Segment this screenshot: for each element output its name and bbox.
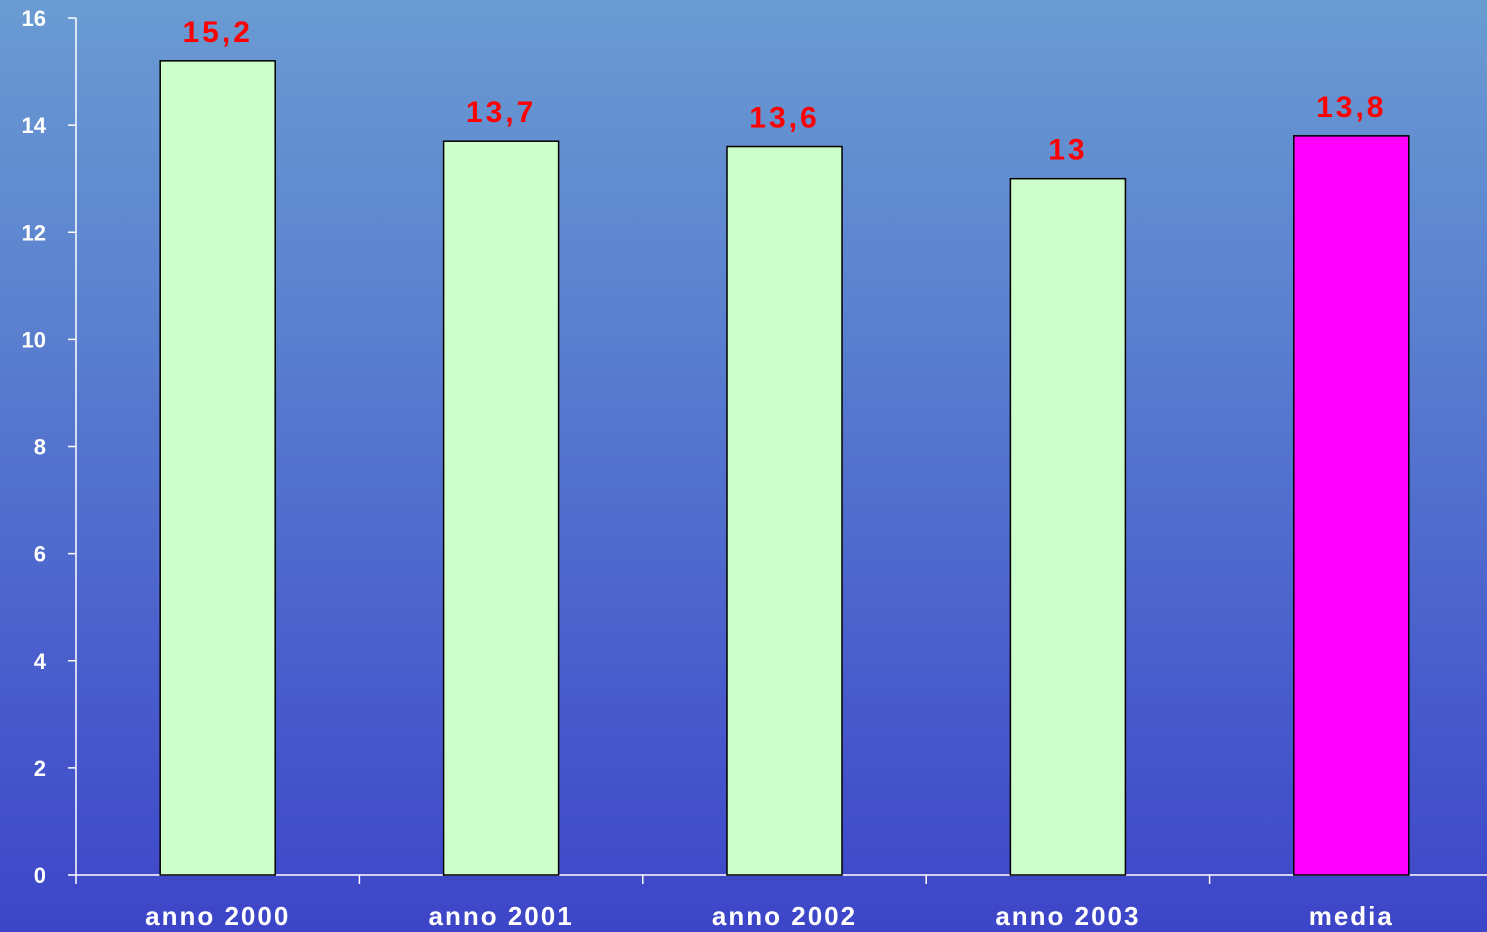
y-tick-label: 0 — [34, 863, 46, 888]
y-tick-label: 10 — [22, 327, 46, 352]
bar-anno-2000 — [159, 60, 276, 876]
y-tick-label: 16 — [22, 6, 46, 31]
bar-anno-2002 — [726, 145, 843, 876]
x-category-label: anno 2000 — [145, 901, 290, 931]
bar-anno-2003 — [1009, 177, 1127, 876]
data-label: 13 — [1048, 134, 1087, 167]
x-category-label: anno 2002 — [712, 901, 857, 931]
x-category-label: anno 2003 — [995, 901, 1140, 931]
y-tick-label: 6 — [34, 542, 46, 567]
y-tick-label: 8 — [34, 435, 46, 460]
data-label: 15,2 — [183, 16, 253, 49]
bars — [159, 60, 1410, 876]
bar-media — [1293, 135, 1410, 876]
y-tick-label: 2 — [34, 756, 46, 781]
x-category-label: anno 2001 — [429, 901, 574, 931]
x-category-label: media — [1309, 901, 1394, 931]
bar-anno-2001 — [442, 140, 560, 876]
data-labels: 15,2 13,7 13,6 13 13,8 — [183, 16, 1386, 167]
y-axis: 0 2 4 6 8 10 12 14 16 — [22, 6, 77, 888]
y-tick-label: 14 — [22, 113, 47, 138]
data-label: 13,7 — [466, 96, 536, 129]
x-axis: anno 2000 anno 2001 anno 2002 anno 2003 medi… — [75, 874, 1487, 931]
y-tick-label: 12 — [22, 220, 46, 245]
y-tick-label: 4 — [34, 649, 47, 674]
data-label: 13,6 — [749, 102, 819, 135]
data-label: 13,8 — [1316, 91, 1386, 124]
